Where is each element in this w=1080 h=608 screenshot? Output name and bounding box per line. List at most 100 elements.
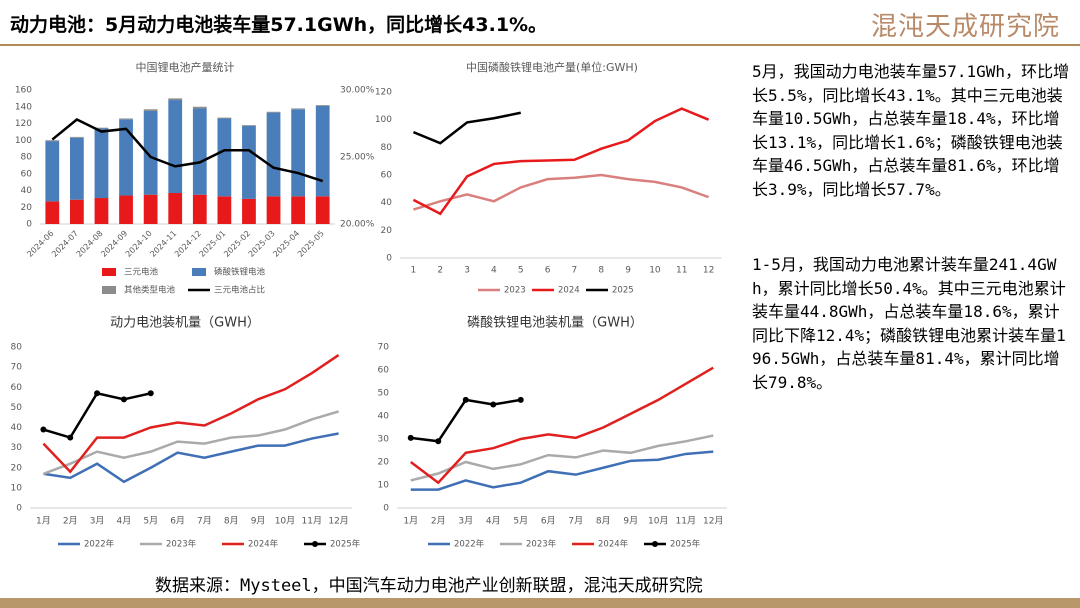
bar-segment — [217, 118, 232, 197]
chart-title: 磷酸铁锂电池装机量（GWH） — [467, 316, 643, 331]
y-tick-label: 70 — [11, 363, 23, 373]
point — [67, 434, 74, 441]
y-tick-label: 40 — [11, 423, 23, 433]
x-tick-label: 2025-05 — [296, 229, 326, 259]
y-tick-label: 140 — [15, 102, 32, 112]
point — [462, 396, 469, 403]
slide-title: 动力电池：5月动力电池装车量57.1GWh，同比增长43.1%。 — [10, 14, 548, 36]
line — [43, 432, 339, 484]
bar-segment — [94, 127, 109, 129]
chart-title: 动力电池装机量（GWH） — [110, 316, 260, 331]
y-tick-label: 0 — [16, 504, 22, 514]
bar-segment — [69, 199, 84, 224]
y-tick-label: 50 — [378, 389, 390, 399]
bar-segment — [143, 110, 158, 195]
x-tick-label: 4 — [491, 266, 497, 276]
y-tick-label: 60 — [378, 366, 390, 376]
x-tick-label: 9月 — [251, 516, 266, 527]
y-tick-label: 100 — [375, 115, 392, 125]
bar-segment — [266, 196, 281, 224]
y-tick-label: 40 — [21, 186, 33, 196]
line — [42, 354, 340, 474]
y-tick-label: 120 — [375, 88, 392, 98]
y-tick-label: 160 — [15, 86, 32, 96]
line — [51, 118, 324, 183]
legend-swatch — [652, 541, 658, 547]
legend-label: 其他类型电池 — [124, 285, 176, 296]
legend-label: 2025年 — [670, 539, 701, 550]
x-tick-label: 6月 — [170, 516, 185, 527]
x-tick-label: 8月 — [224, 516, 239, 527]
x-tick-label: 10月 — [648, 516, 668, 527]
point — [94, 390, 101, 397]
x-tick-label: 2月 — [63, 516, 78, 527]
y-tick-label: 30 — [378, 435, 390, 445]
y-tick-label: 0 — [26, 220, 32, 230]
x-tick-label: 10月 — [275, 516, 295, 527]
y-tick-label: 60 — [381, 171, 393, 181]
x-tick-label: 6 — [545, 266, 551, 276]
bar-segment — [291, 108, 306, 110]
bar-segment — [266, 111, 281, 113]
y2-tick-label: 25.00% — [340, 153, 375, 163]
bar-segment — [315, 196, 330, 224]
legend-label: 三元电池 — [124, 267, 159, 278]
bar-segment — [192, 108, 207, 195]
legend-label: 2024 — [558, 286, 580, 296]
y-tick-label: 10 — [378, 481, 390, 491]
logo: 混沌天成研究院 — [870, 12, 1060, 42]
y2-tick-label: 30.00% — [340, 86, 375, 96]
bar-segment — [119, 195, 133, 224]
bar-segment — [315, 105, 330, 197]
legend-label: 2024年 — [598, 539, 629, 550]
legend-label: 2023年 — [526, 539, 557, 550]
bar-segment — [242, 198, 256, 224]
legend-label: 磷酸铁锂电池 — [214, 267, 266, 278]
x-tick-label: 10 — [649, 266, 661, 276]
y-tick-label: 80 — [11, 343, 23, 353]
x-tick-label: 7 — [572, 266, 578, 276]
x-tick-label: 7月 — [568, 516, 583, 527]
x-tick-label: 12月 — [328, 516, 348, 527]
y-tick-label: 0 — [386, 254, 392, 264]
bar-segment — [168, 193, 183, 224]
chart-title: 中国磷酸铁锂电池产量(单位:GWH) — [466, 60, 638, 74]
x-tick-label: 5月 — [513, 516, 528, 527]
bar-segment — [192, 194, 207, 224]
line — [410, 450, 714, 491]
bar-segment — [242, 126, 256, 199]
bar-segment — [217, 117, 232, 119]
line — [409, 366, 714, 485]
bar-segment — [168, 100, 183, 194]
x-tick-label: 8月 — [596, 516, 611, 527]
bar-segment — [94, 198, 109, 224]
line — [412, 111, 522, 145]
y2-tick-label: 20.00% — [340, 220, 375, 230]
bar-segment — [119, 119, 133, 196]
legend-swatch — [312, 541, 318, 547]
line — [412, 107, 710, 216]
x-tick-label: 1 — [411, 266, 417, 276]
y-tick-label: 40 — [378, 412, 390, 422]
x-tick-label: 12月 — [703, 516, 723, 527]
point — [435, 438, 442, 445]
legend-label: 2023年 — [166, 539, 197, 550]
paragraph: 1-5月，我国动力电池累计装车量241.4GWh，累计同比增长50.4%。其中三… — [752, 255, 1066, 392]
legend-label: 2024年 — [248, 539, 279, 550]
line — [43, 391, 152, 440]
bar-segment — [69, 137, 84, 200]
line — [410, 398, 521, 443]
x-tick-label: 6月 — [541, 516, 556, 527]
bar-segment — [315, 105, 330, 106]
x-tick-label: 9 — [625, 266, 631, 276]
y-tick-label: 10 — [11, 483, 23, 493]
legend-label: 2025年 — [330, 539, 361, 550]
x-tick-label: 4月 — [117, 516, 132, 527]
bar-segment — [143, 194, 158, 224]
bar-segment — [291, 196, 306, 224]
y-tick-label: 120 — [15, 119, 32, 129]
x-tick-label: 7月 — [197, 516, 212, 527]
point — [120, 396, 127, 403]
bar-segment — [217, 196, 232, 224]
